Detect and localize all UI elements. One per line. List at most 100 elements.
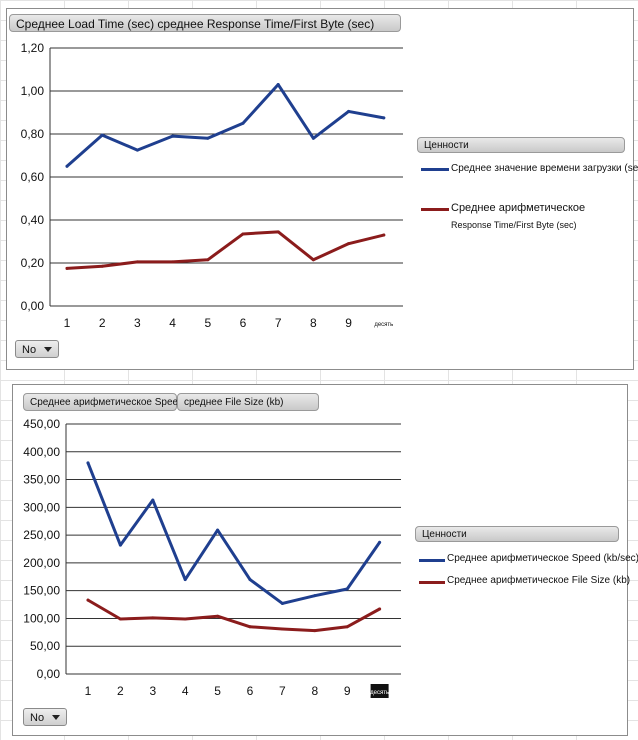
chart-plot-speed: 0,00 50,00 100,00 150,00 200,00 250,00 300,00 3… <box>23 417 401 698</box>
x-tick-label: 6 <box>240 316 247 330</box>
data-point[interactable] <box>347 242 351 246</box>
data-point[interactable] <box>311 258 315 262</box>
legend-swatch-red <box>419 581 445 584</box>
series-line-2[interactable] <box>65 230 386 270</box>
y-tick-label: 50,00 <box>30 639 60 653</box>
x-tick-label: десять <box>374 322 393 328</box>
legend-swatch-blue <box>419 559 445 562</box>
chart-plot-load-time: 0,00 0,20 0,40 0,60 0,80 1,00 1,20 1 2 3 4 5 6 7 8 9 дес… <box>21 41 403 330</box>
data-point[interactable] <box>86 461 90 465</box>
data-point[interactable] <box>280 627 284 631</box>
data-point[interactable] <box>313 594 317 598</box>
legend-swatch-red <box>421 208 449 211</box>
x-tick-label: десять <box>370 690 389 696</box>
chart-title-button-2[interactable]: среднее File Size (kb) <box>177 393 319 411</box>
data-point[interactable] <box>183 578 187 582</box>
filter-dropdown[interactable]: No <box>23 708 67 726</box>
data-point[interactable] <box>378 540 382 544</box>
chart-title-button-1[interactable]: Среднее арифметическое Speed (kb/sec) <box>23 393 222 411</box>
data-point[interactable] <box>382 116 386 120</box>
x-tick-label: 8 <box>311 684 318 698</box>
data-point[interactable] <box>248 625 252 629</box>
series-line-1[interactable] <box>86 461 382 605</box>
data-point[interactable] <box>347 109 351 113</box>
x-tick-label: 3 <box>134 316 141 330</box>
y-tick-label: 100,00 <box>23 611 60 625</box>
x-tick-label: 4 <box>182 684 189 698</box>
data-point[interactable] <box>151 616 155 620</box>
data-point[interactable] <box>135 260 139 264</box>
x-tick-label: 9 <box>344 684 351 698</box>
y-tick-label: 0,00 <box>21 299 45 313</box>
data-point[interactable] <box>378 607 382 611</box>
series-line-1[interactable] <box>65 83 386 168</box>
chart-speed[interactable]: Среднее арифметическое Speed (kb/sec) ср… <box>12 384 638 736</box>
chart-title-button[interactable]: Среднее Load Time (sec) среднее Response… <box>9 14 401 32</box>
x-tick-label: 2 <box>99 316 106 330</box>
x-tick-label: 4 <box>169 316 176 330</box>
filter-dropdown[interactable]: No <box>15 340 59 358</box>
legend-label-series-1: Среднее арифметическое Speed (kb/sec) <box>447 553 638 564</box>
x-tick-label: 9 <box>345 316 352 330</box>
legend-swatch-blue <box>421 168 449 171</box>
data-point[interactable] <box>65 266 69 270</box>
data-point[interactable] <box>171 134 175 138</box>
data-point[interactable] <box>118 617 122 621</box>
x-tick-label: 8 <box>310 316 317 330</box>
chart-load-time[interactable]: Среднее Load Time (sec) среднее Response… <box>6 8 638 370</box>
data-point[interactable] <box>216 528 220 532</box>
data-point[interactable] <box>276 83 280 87</box>
series-line-2[interactable] <box>86 598 382 633</box>
filter-value: No <box>30 712 45 724</box>
x-tick-label: 3 <box>149 684 156 698</box>
y-tick-label: 1,00 <box>21 84 45 98</box>
data-point[interactable] <box>171 260 175 264</box>
data-point[interactable] <box>206 258 210 262</box>
data-point[interactable] <box>86 598 90 602</box>
data-point[interactable] <box>183 617 187 621</box>
legend-label-series-2: Среднее арифметическое <box>451 202 586 214</box>
data-point[interactable] <box>151 498 155 502</box>
legend-header[interactable]: Ценности <box>417 137 625 153</box>
y-tick-label: 0,00 <box>37 667 61 681</box>
data-point[interactable] <box>345 625 349 629</box>
legend-label-series-2: Среднее арифметическое File Size (kb) <box>447 575 631 586</box>
y-tick-label: 1,20 <box>21 41 45 55</box>
x-tick-label: 6 <box>247 684 254 698</box>
data-point[interactable] <box>100 264 104 268</box>
y-tick-label: 0,20 <box>21 256 45 270</box>
data-point[interactable] <box>216 614 220 618</box>
data-point[interactable] <box>248 578 252 582</box>
y-tick-label: 0,40 <box>21 213 45 227</box>
y-tick-label: 0,80 <box>21 127 45 141</box>
x-tick-label: 7 <box>279 684 286 698</box>
data-point[interactable] <box>313 629 317 633</box>
chevron-down-icon <box>52 715 60 720</box>
data-point[interactable] <box>311 136 315 140</box>
data-point[interactable] <box>345 587 349 591</box>
data-point[interactable] <box>241 121 245 125</box>
data-point[interactable] <box>100 133 104 137</box>
filter-value: No <box>22 344 37 356</box>
x-tick-label: 5 <box>214 684 221 698</box>
y-tick-label: 300,00 <box>23 500 60 514</box>
y-tick-label: 250,00 <box>23 528 60 542</box>
data-point[interactable] <box>135 148 139 152</box>
x-tick-label: 2 <box>117 684 124 698</box>
y-tick-label: 150,00 <box>23 584 60 598</box>
y-tick-label: 0,60 <box>21 170 45 184</box>
data-point[interactable] <box>382 233 386 237</box>
legend-header[interactable]: Ценности <box>415 526 619 542</box>
x-tick-label: 7 <box>275 316 282 330</box>
x-tick-label: 1 <box>85 684 92 698</box>
legend-label-series-2-line2: Response Time/First Byte (sec) <box>451 220 577 230</box>
legend-label-series-1: Среднее значение времени загрузки (sec) <box>451 163 638 174</box>
y-tick-label: 400,00 <box>23 445 60 459</box>
data-point[interactable] <box>280 601 284 605</box>
data-point[interactable] <box>118 543 122 547</box>
data-point[interactable] <box>276 230 280 234</box>
data-point[interactable] <box>65 164 69 168</box>
y-tick-label: 200,00 <box>23 556 60 570</box>
data-point[interactable] <box>241 232 245 236</box>
data-point[interactable] <box>206 136 210 140</box>
